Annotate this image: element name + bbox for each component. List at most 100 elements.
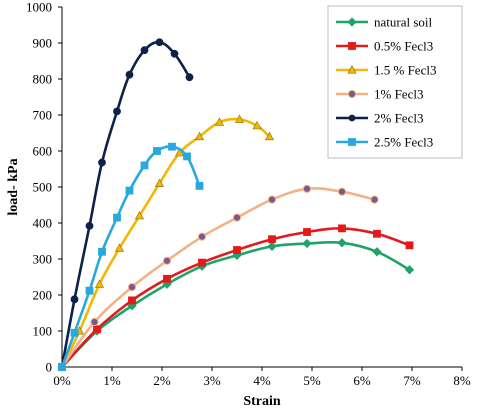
data-point <box>127 282 137 292</box>
legend-swatch-marker <box>347 89 357 99</box>
legend-item-natural-soil: natural soil <box>336 15 433 30</box>
data-point <box>125 186 134 195</box>
series-1-fecl3 <box>57 184 379 372</box>
legend-label: 0.5% Fecl3 <box>374 39 433 54</box>
data-point <box>58 363 66 371</box>
data-point <box>85 286 94 295</box>
x-tick-label: 4% <box>253 373 271 388</box>
data-point <box>195 182 204 190</box>
legend-swatch-marker <box>348 138 356 146</box>
series-0-5-fecl3 <box>58 224 414 371</box>
series-2-5-fecl3 <box>58 142 204 371</box>
data-point <box>264 131 275 141</box>
series-line <box>60 240 411 369</box>
y-tick-label: 400 <box>33 216 53 231</box>
y-tick-label: 800 <box>33 72 53 87</box>
data-point <box>267 241 277 252</box>
data-point <box>183 152 191 161</box>
data-point <box>70 328 79 337</box>
data-point <box>162 279 172 289</box>
data-point <box>234 114 245 123</box>
legend-item-0-5-fecl3: 0.5% Fecl3 <box>336 39 433 54</box>
data-point <box>194 131 205 141</box>
data-point <box>252 120 262 130</box>
data-point <box>125 70 134 79</box>
data-point <box>134 210 145 220</box>
data-point <box>140 46 149 55</box>
data-point <box>267 195 277 204</box>
y-tick-label: 1000 <box>26 0 52 15</box>
legend-label: natural soil <box>374 15 433 30</box>
legend-item-1-5-fecl3: 1.5 % Fecl3 <box>336 63 436 78</box>
legend-swatch-marker <box>348 42 356 50</box>
data-point <box>302 184 312 193</box>
data-point <box>128 296 136 305</box>
data-point <box>85 221 94 230</box>
data-point <box>170 49 179 58</box>
data-point <box>337 238 347 248</box>
x-tick-label: 5% <box>303 373 321 388</box>
legend-label: 2.5% Fecl3 <box>374 135 433 150</box>
y-tick-label: 200 <box>33 288 53 303</box>
data-point <box>94 279 105 288</box>
data-point <box>232 213 242 222</box>
data-point <box>163 274 171 283</box>
data-point <box>154 178 165 187</box>
data-point <box>185 73 194 82</box>
y-axis-title: load- kPa <box>6 158 21 215</box>
legend-label: 1% Fecl3 <box>374 87 423 102</box>
x-tick-label: 2% <box>153 373 171 388</box>
y-tick-label: 600 <box>33 144 53 159</box>
plot-area <box>57 38 415 372</box>
x-tick-label: 6% <box>353 373 371 388</box>
data-point <box>373 229 381 238</box>
data-point <box>302 238 312 249</box>
axes: 0 100 200 300 400 500 600 700 800 900 1000 0% 1% 2% 3%… <box>6 0 471 409</box>
data-point <box>140 161 149 170</box>
data-point <box>338 224 346 233</box>
data-point <box>98 158 106 167</box>
data-point <box>113 213 121 222</box>
data-point <box>114 243 125 252</box>
y-tick-label: 500 <box>33 180 53 195</box>
legend-label: 1.5 % Fecl3 <box>374 63 436 78</box>
data-point <box>98 247 106 256</box>
legend-swatch-marker <box>347 17 357 27</box>
data-point <box>93 325 101 334</box>
data-point <box>153 147 161 155</box>
x-axis-title: Strain <box>243 394 281 409</box>
y-tick-label: 700 <box>33 108 53 123</box>
series-line <box>60 40 191 369</box>
legend-box <box>327 5 463 159</box>
x-tick-label: 0% <box>53 373 71 388</box>
data-point <box>372 247 382 257</box>
x-tick-label: 8% <box>453 373 471 388</box>
data-point <box>404 265 415 275</box>
data-point <box>197 232 207 241</box>
data-point <box>90 317 99 327</box>
data-point <box>268 235 276 244</box>
data-point <box>405 241 414 250</box>
legend-item-2-5-fecl3: 2.5% Fecl3 <box>336 135 433 150</box>
legend-swatch-marker <box>348 114 356 122</box>
legend-item-1-fecl3: 1% Fecl3 <box>336 87 423 102</box>
series-line <box>60 187 376 369</box>
data-point <box>370 195 379 204</box>
y-tick-label: 0 <box>46 360 53 375</box>
data-point <box>214 117 225 126</box>
legend-item-2-fecl3: 2% Fecl3 <box>336 111 423 126</box>
data-point <box>337 187 347 196</box>
legend-label: 2% Fecl3 <box>374 111 423 126</box>
data-point <box>303 228 311 236</box>
x-tick-label: 7% <box>403 373 421 388</box>
legend-swatch-marker <box>347 65 357 74</box>
data-point <box>70 295 79 304</box>
series-1-5-fecl3 <box>57 114 275 371</box>
data-point <box>155 38 164 47</box>
y-tick-label: 300 <box>33 252 53 267</box>
data-point <box>168 142 176 151</box>
x-tick-label: 3% <box>203 373 221 388</box>
data-point <box>162 256 172 265</box>
legend: natural soil 0.5% Fecl3 1.5 % Fecl3 1% Fec… <box>327 5 463 159</box>
